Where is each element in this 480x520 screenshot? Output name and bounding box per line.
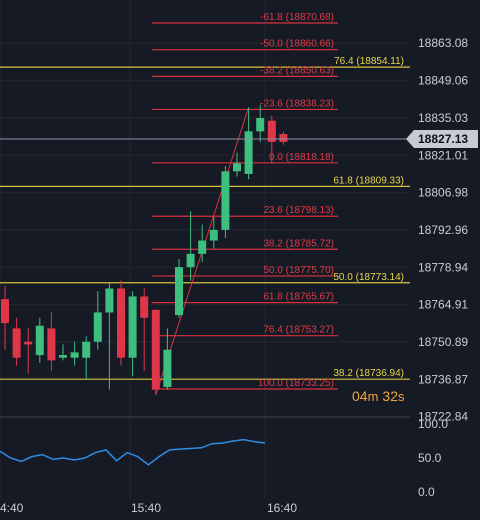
time-axis[interactable]: 4:40 15:40 16:40 bbox=[0, 501, 297, 515]
fib-label: -23.6 (18838.23) bbox=[260, 98, 334, 109]
price-tick-label: 18750.89 bbox=[418, 335, 468, 349]
fib-label: 38.2 (18785.72) bbox=[263, 238, 334, 249]
candle-body bbox=[186, 253, 195, 268]
candle-body bbox=[151, 309, 160, 390]
candle[interactable] bbox=[12, 317, 21, 366]
price-tick-label: 18821.01 bbox=[418, 148, 468, 162]
indicator-line bbox=[0, 438, 266, 466]
candle-body bbox=[24, 341, 33, 345]
fib-label: 0.0 (18818.18) bbox=[269, 152, 334, 163]
candle[interactable] bbox=[256, 104, 265, 142]
fib-label: 50.0 (18775.70) bbox=[263, 265, 334, 276]
candle-body bbox=[233, 163, 241, 172]
indicator-tick-label: 0.0 bbox=[418, 485, 435, 499]
candle[interactable] bbox=[233, 152, 241, 177]
fib-label: 76.4 (18753.27) bbox=[263, 325, 334, 336]
candle[interactable] bbox=[140, 288, 149, 372]
candle[interactable] bbox=[244, 107, 253, 180]
candle-body bbox=[128, 296, 137, 358]
fib-label: 61.8 (18765.67) bbox=[263, 292, 334, 303]
price-axis[interactable]: 18863.08 18849.06 18835.03 18821.01 18806.98… bbox=[418, 36, 468, 423]
candle[interactable] bbox=[198, 224, 207, 262]
indicator-axis: 100.0 50.0 0.0 bbox=[418, 417, 448, 499]
candle[interactable] bbox=[70, 341, 79, 366]
price-tick-label: 18764.91 bbox=[418, 298, 468, 312]
candle[interactable] bbox=[47, 312, 56, 372]
price-tick-label: 18863.08 bbox=[418, 36, 468, 50]
fib-label: -50.0 (18860.66) bbox=[260, 39, 334, 50]
price-tick-label: 18778.94 bbox=[418, 260, 468, 274]
candle-body bbox=[256, 118, 265, 132]
fib-label: 50.0 (18773.14) bbox=[333, 272, 404, 283]
candle-body bbox=[175, 267, 183, 316]
candle[interactable] bbox=[186, 211, 195, 281]
candle-body bbox=[93, 312, 102, 342]
indicator-tick-label: 100.0 bbox=[418, 417, 448, 431]
candle-body bbox=[279, 134, 288, 142]
fib-label: 76.4 (18854.11) bbox=[334, 56, 404, 67]
price-tick-label: 18806.98 bbox=[418, 186, 468, 200]
fib-label: -61.8 (18870.68) bbox=[260, 12, 334, 23]
candle-body bbox=[140, 296, 149, 318]
current-price-label: 18827.13 bbox=[418, 132, 468, 146]
price-tick-label: 18835.03 bbox=[418, 111, 468, 125]
fib-label: 100.0 (18733.25) bbox=[258, 378, 334, 389]
candles[interactable] bbox=[1, 104, 288, 395]
fib-label: 23.6 (18798.13) bbox=[263, 205, 334, 216]
candle[interactable] bbox=[82, 336, 91, 380]
current-price-badge: 18827.13 bbox=[406, 129, 478, 148]
fib-label: -38.2 (18850.63) bbox=[260, 65, 334, 76]
candle-body bbox=[163, 349, 172, 388]
candle-body bbox=[47, 328, 56, 361]
candle[interactable] bbox=[279, 131, 288, 145]
candle-body bbox=[198, 240, 207, 254]
candle[interactable] bbox=[24, 328, 33, 374]
candle-body bbox=[70, 352, 79, 358]
candle[interactable] bbox=[1, 285, 9, 350]
candle-body bbox=[105, 288, 114, 313]
price-tick-label: 18722.84 bbox=[418, 410, 468, 424]
candle[interactable] bbox=[35, 317, 44, 364]
fib-label: 38.2 (18736.94) bbox=[333, 368, 404, 379]
time-tick-label: 15:40 bbox=[131, 501, 161, 515]
candle[interactable] bbox=[151, 309, 160, 395]
candle-body bbox=[59, 355, 67, 358]
candle-countdown: 04m 32s bbox=[352, 388, 405, 404]
candle[interactable] bbox=[117, 280, 125, 366]
fib-label: 61.8 (18809.33) bbox=[333, 175, 404, 186]
candle-body bbox=[209, 229, 218, 241]
candle[interactable] bbox=[105, 283, 114, 390]
price-tick-label: 18792.96 bbox=[418, 223, 468, 237]
candle[interactable] bbox=[93, 291, 102, 350]
candle-body bbox=[1, 299, 9, 324]
candle-body bbox=[117, 288, 125, 358]
price-tick-label: 18736.87 bbox=[418, 372, 468, 386]
candle[interactable] bbox=[59, 344, 67, 361]
candle-body bbox=[267, 120, 276, 142]
candle[interactable] bbox=[128, 291, 137, 377]
candle-body bbox=[35, 325, 44, 356]
candle-body bbox=[12, 328, 21, 358]
candle-body bbox=[82, 341, 91, 358]
candle[interactable] bbox=[175, 259, 183, 318]
candle[interactable] bbox=[221, 165, 230, 238]
candle[interactable] bbox=[163, 328, 172, 390]
candle-body bbox=[244, 131, 253, 174]
candle[interactable] bbox=[209, 216, 218, 249]
price-tick-label: 18849.06 bbox=[418, 74, 468, 88]
fib-levels: -61.8 (18870.68)-50.0 (18860.66)76.4 (18… bbox=[0, 12, 410, 390]
indicator-tick-label: 50.0 bbox=[418, 451, 442, 465]
candle-body bbox=[221, 171, 230, 230]
time-tick-label: 4:40 bbox=[0, 501, 24, 515]
time-tick-label: 16:40 bbox=[267, 501, 297, 515]
